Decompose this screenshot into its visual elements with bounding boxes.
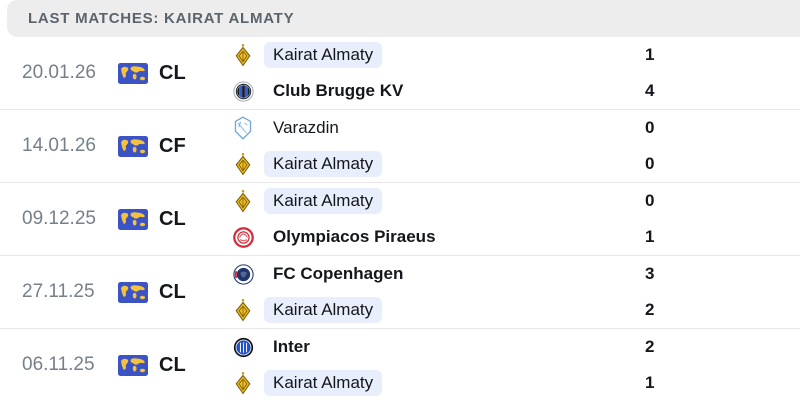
competition-label: CF [159,134,186,157]
team-name: Olympiacos Piraeus [273,227,436,246]
match-date: 14.01.26 [22,135,96,156]
team-row-away[interactable]: Kairat Almaty 2 [232,292,800,328]
team-score: 4 [645,81,655,100]
team-score: 1 [645,227,655,246]
world-map-icon [118,62,148,84]
team-score: 2 [645,300,655,319]
team-name: Kairat Almaty [264,188,383,214]
team-row-away[interactable]: Kairat Almaty 1 [232,365,800,400]
team-row-home[interactable]: FC Copenhagen 3 [232,256,800,292]
team-name: Kairat Almaty [264,370,383,396]
team-score: 3 [645,264,655,283]
competition-cell: CL [118,208,232,231]
team-row-home[interactable]: Kairat Almaty 1 [232,37,800,73]
competition-label: CL [159,207,186,230]
match-date: 27.11.25 [22,281,95,302]
match-date: 20.01.26 [22,62,96,83]
club-brugge-logo [232,76,254,106]
team-score: 1 [645,373,655,392]
team-name: FC Copenhagen [273,264,404,283]
competition-label: CL [159,353,186,376]
world-map-icon [118,354,148,376]
team-name: Kairat Almaty [264,151,383,177]
team-name: Club Brugge KV [273,81,404,100]
match-row[interactable]: 20.01.26 CL Kairat Almaty 1 Club Brugge … [0,37,800,110]
fc-copenhagen-logo [232,259,254,289]
kairat-almaty-logo [232,40,254,70]
team-score: 0 [645,154,655,173]
team-row-away[interactable]: Olympiacos Piraeus 1 [232,219,800,255]
team-row-away[interactable]: Club Brugge KV 4 [232,73,800,109]
team-score: 0 [645,118,655,137]
team-name: Inter [273,337,310,356]
teams-column: Inter 2 Kairat Almaty 1 [232,329,800,400]
kairat-almaty-logo [232,295,254,325]
match-row[interactable]: 06.11.25 CL Inter 2 Kairat Almaty [0,329,800,400]
competition-label: CL [159,280,186,303]
teams-column: Kairat Almaty 1 Club Brugge KV 4 [232,37,800,109]
world-map-icon [118,281,148,303]
competition-cell: CL [118,354,232,377]
varazdin-logo [232,113,254,143]
widget-header: LAST MATCHES: KAIRAT ALMATY [7,0,800,37]
competition-label: CL [159,61,186,84]
world-map-icon [118,208,148,230]
match-row[interactable]: 09.12.25 CL Kairat Almaty 0 Olympiacos P… [0,183,800,256]
world-map-icon [118,135,148,157]
olympiacos-logo [232,222,254,252]
competition-cell: CF [118,135,232,158]
teams-column: FC Copenhagen 3 Kairat Almaty 2 [232,256,800,328]
kairat-almaty-logo [232,186,254,216]
match-row[interactable]: 27.11.25 CL FC Copenhagen 3 Kairat Almat… [0,256,800,329]
teams-column: Kairat Almaty 0 Olympiacos Piraeus 1 [232,183,800,255]
kairat-almaty-logo [232,149,254,179]
competition-cell: CL [118,62,232,85]
match-date: 09.12.25 [22,208,96,229]
match-date: 06.11.25 [22,354,95,375]
team-row-home[interactable]: Kairat Almaty 0 [232,183,800,219]
team-name: Kairat Almaty [264,297,383,323]
competition-cell: CL [118,281,232,304]
team-name: Varazdin [273,118,339,137]
team-name: Kairat Almaty [264,42,383,68]
team-row-home[interactable]: Inter 2 [232,329,800,365]
team-score: 2 [645,337,655,356]
match-row[interactable]: 14.01.26 CF Varazdin 0 Kairat Almaty [0,110,800,183]
team-score: 1 [645,45,655,64]
inter-logo [232,332,254,362]
kairat-almaty-logo [232,368,254,398]
team-row-away[interactable]: Kairat Almaty 0 [232,146,800,182]
team-row-home[interactable]: Varazdin 0 [232,110,800,146]
match-list: 20.01.26 CL Kairat Almaty 1 Club Brugge … [0,37,800,400]
teams-column: Varazdin 0 Kairat Almaty 0 [232,110,800,182]
team-score: 0 [645,191,655,210]
widget-title: LAST MATCHES: KAIRAT ALMATY [28,10,295,27]
